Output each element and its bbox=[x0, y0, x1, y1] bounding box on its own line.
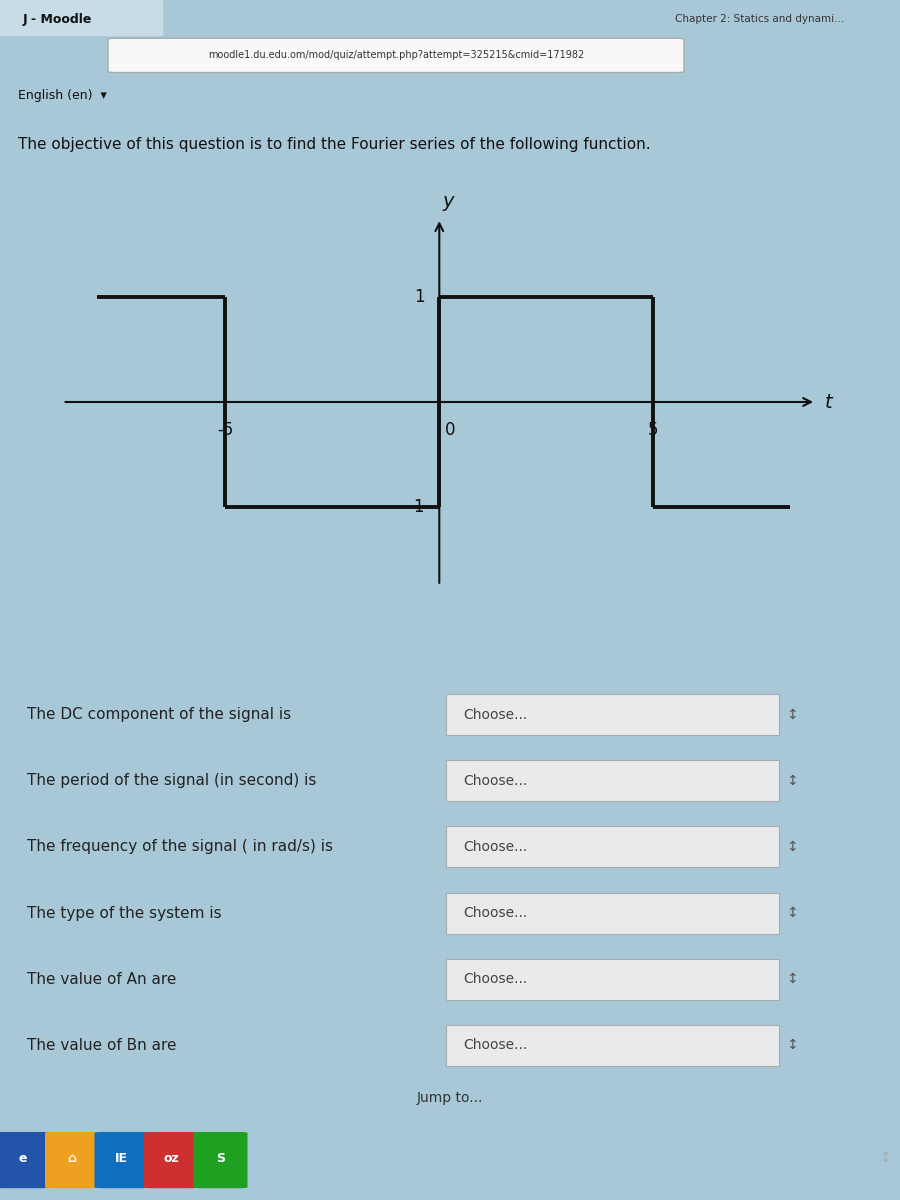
FancyBboxPatch shape bbox=[446, 893, 778, 934]
FancyBboxPatch shape bbox=[0, 1132, 50, 1188]
FancyBboxPatch shape bbox=[446, 761, 778, 802]
FancyBboxPatch shape bbox=[446, 1025, 778, 1066]
Text: oz: oz bbox=[163, 1152, 179, 1164]
Text: Chapter 2: Statics and dynami...: Chapter 2: Statics and dynami... bbox=[675, 14, 844, 24]
Text: S: S bbox=[216, 1152, 225, 1164]
Text: Choose...: Choose... bbox=[464, 906, 527, 920]
Text: The value of Bn are: The value of Bn are bbox=[27, 1038, 176, 1052]
Text: 5: 5 bbox=[648, 421, 659, 439]
Text: -1: -1 bbox=[408, 498, 424, 516]
FancyBboxPatch shape bbox=[446, 959, 778, 1000]
Text: IE: IE bbox=[115, 1152, 128, 1164]
Text: Choose...: Choose... bbox=[464, 708, 527, 721]
Text: moodle1.du.edu.om/mod/quiz/attempt.php?attempt=325215&cmid=171982: moodle1.du.edu.om/mod/quiz/attempt.php?a… bbox=[208, 49, 584, 60]
Text: y: y bbox=[442, 192, 454, 211]
FancyBboxPatch shape bbox=[194, 1132, 248, 1188]
FancyBboxPatch shape bbox=[45, 1132, 99, 1188]
Text: ↕: ↕ bbox=[787, 906, 797, 920]
Text: e: e bbox=[18, 1152, 27, 1164]
Text: -5: -5 bbox=[217, 421, 233, 439]
Text: The type of the system is: The type of the system is bbox=[27, 906, 221, 920]
Text: The objective of this question is to find the Fourier series of the following fu: The objective of this question is to fin… bbox=[18, 137, 651, 151]
FancyBboxPatch shape bbox=[108, 38, 684, 72]
FancyBboxPatch shape bbox=[94, 1132, 148, 1188]
Text: ↕: ↕ bbox=[787, 1038, 797, 1052]
Text: ↕: ↕ bbox=[787, 774, 797, 788]
Text: The frequency of the signal ( in rad/s) is: The frequency of the signal ( in rad/s) … bbox=[27, 840, 333, 854]
Text: ↕: ↕ bbox=[879, 1151, 891, 1165]
Text: 0: 0 bbox=[445, 421, 455, 439]
Text: The period of the signal (in second) is: The period of the signal (in second) is bbox=[27, 773, 317, 788]
FancyBboxPatch shape bbox=[446, 827, 778, 868]
Text: Choose...: Choose... bbox=[464, 972, 527, 986]
Text: J - Moodle: J - Moodle bbox=[22, 13, 92, 26]
Text: ↕: ↕ bbox=[787, 972, 797, 986]
FancyBboxPatch shape bbox=[144, 1132, 198, 1188]
Text: ↕: ↕ bbox=[787, 708, 797, 721]
Text: Jump to...: Jump to... bbox=[417, 1091, 483, 1105]
Text: 1: 1 bbox=[414, 288, 424, 306]
Text: Choose...: Choose... bbox=[464, 774, 527, 788]
Text: Choose...: Choose... bbox=[464, 1038, 527, 1052]
Text: The value of An are: The value of An are bbox=[27, 972, 176, 986]
Text: Choose...: Choose... bbox=[464, 840, 527, 854]
Text: The DC component of the signal is: The DC component of the signal is bbox=[27, 707, 291, 722]
Text: t: t bbox=[824, 392, 832, 412]
FancyBboxPatch shape bbox=[446, 694, 778, 736]
Text: ⌂: ⌂ bbox=[68, 1152, 76, 1164]
Text: English (en)  ▾: English (en) ▾ bbox=[18, 90, 107, 102]
Text: ↕: ↕ bbox=[787, 840, 797, 854]
